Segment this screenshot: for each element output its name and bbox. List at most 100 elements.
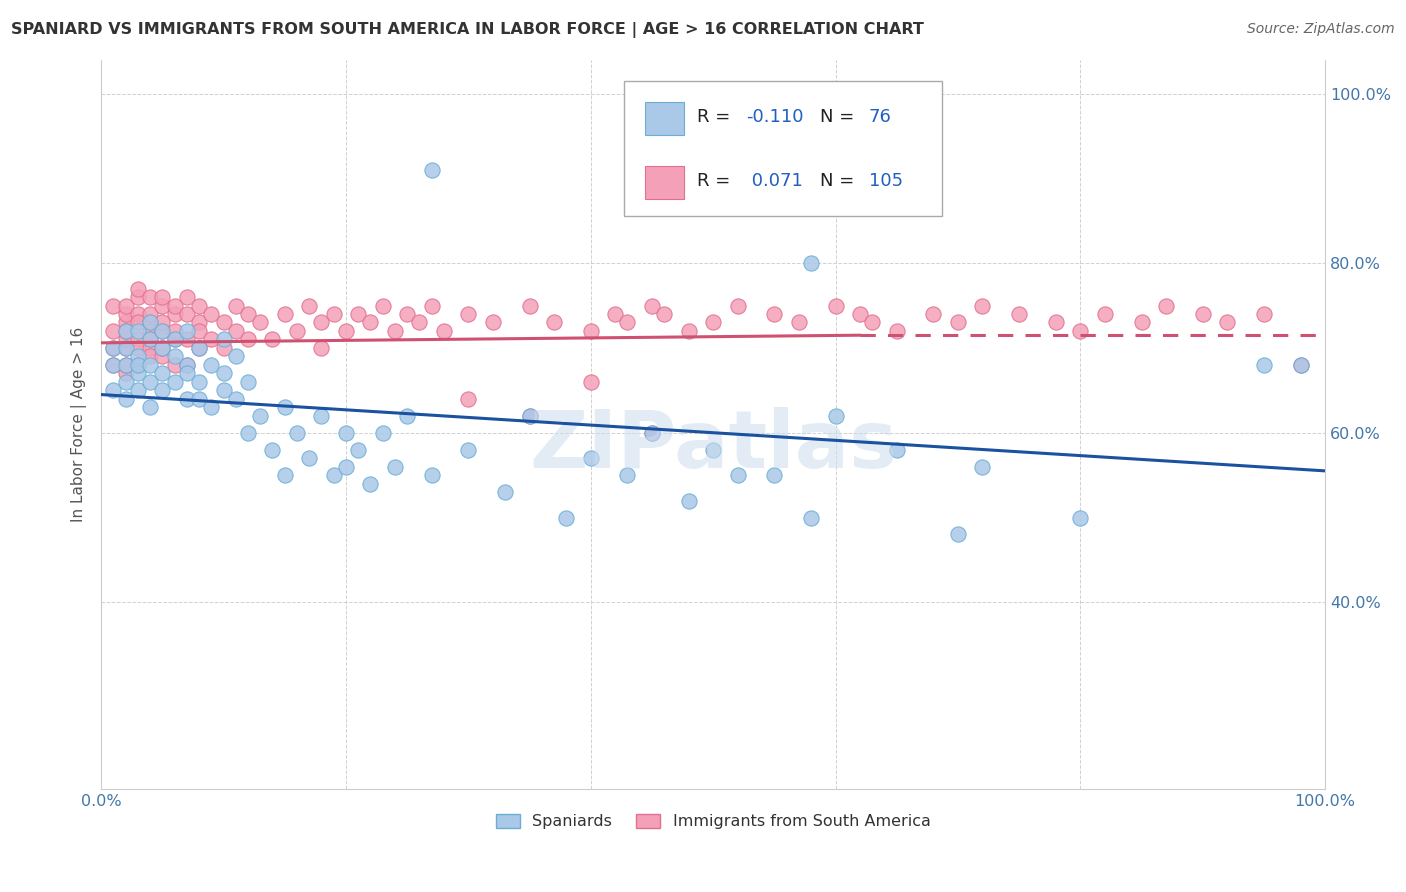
Point	[249, 316, 271, 330]
Point	[163, 299, 186, 313]
Point	[1008, 307, 1031, 321]
Point	[127, 290, 149, 304]
Point	[236, 425, 259, 440]
Point	[285, 324, 308, 338]
Point	[200, 333, 222, 347]
Point	[139, 333, 162, 347]
Text: ZIPatlas: ZIPatlas	[529, 407, 897, 485]
Point	[605, 307, 627, 321]
Point	[176, 333, 198, 347]
Point	[641, 425, 664, 440]
Point	[849, 307, 872, 321]
Point	[285, 425, 308, 440]
Point	[103, 324, 125, 338]
Point	[163, 358, 186, 372]
Point	[1069, 324, 1091, 338]
Point	[1289, 358, 1312, 372]
Point	[139, 358, 162, 372]
Point	[188, 341, 211, 355]
Point	[139, 401, 162, 415]
Point	[519, 409, 541, 423]
Point	[579, 451, 602, 466]
Point	[127, 316, 149, 330]
Point	[274, 468, 297, 483]
Point	[188, 341, 211, 355]
Point	[114, 341, 136, 355]
Point	[212, 384, 235, 398]
Point	[139, 316, 162, 330]
Text: N =: N =	[820, 172, 859, 190]
Point	[249, 409, 271, 423]
Point	[200, 307, 222, 321]
Point	[127, 307, 149, 321]
Point	[176, 358, 198, 372]
Point	[519, 299, 541, 313]
Point	[420, 162, 443, 177]
Point	[298, 451, 321, 466]
Point	[359, 476, 381, 491]
Point	[384, 324, 406, 338]
Point	[114, 333, 136, 347]
Point	[1253, 358, 1275, 372]
Point	[176, 324, 198, 338]
Point	[188, 316, 211, 330]
Point	[163, 333, 186, 347]
Point	[420, 299, 443, 313]
Point	[274, 401, 297, 415]
Point	[371, 425, 394, 440]
Point	[225, 299, 247, 313]
Point	[322, 307, 344, 321]
Point	[396, 307, 419, 321]
Point	[335, 425, 357, 440]
Point	[127, 384, 149, 398]
Point	[274, 307, 297, 321]
Point	[824, 299, 846, 313]
Point	[359, 316, 381, 330]
Point	[150, 384, 173, 398]
Point	[127, 367, 149, 381]
Point	[127, 358, 149, 372]
Point	[103, 341, 125, 355]
Point	[457, 392, 479, 406]
Point	[103, 358, 125, 372]
Point	[652, 307, 675, 321]
Point	[176, 358, 198, 372]
Point	[1253, 307, 1275, 321]
Point	[188, 324, 211, 338]
Point	[139, 324, 162, 338]
Point	[1216, 316, 1239, 330]
Point	[579, 324, 602, 338]
Point	[176, 307, 198, 321]
Point	[200, 401, 222, 415]
Point	[236, 333, 259, 347]
Point	[114, 341, 136, 355]
Point	[457, 442, 479, 457]
Point	[641, 299, 664, 313]
Point	[150, 299, 173, 313]
Point	[188, 299, 211, 313]
Point	[922, 307, 945, 321]
Text: 0.071: 0.071	[747, 172, 803, 190]
Point	[482, 316, 505, 330]
Point	[322, 468, 344, 483]
Point	[616, 316, 638, 330]
Point	[212, 367, 235, 381]
Point	[800, 256, 823, 270]
Point	[176, 392, 198, 406]
Text: R =: R =	[697, 172, 737, 190]
Bar	[644, 103, 683, 136]
Point	[347, 307, 370, 321]
Point	[787, 316, 810, 330]
Point	[555, 510, 578, 524]
Point	[163, 324, 186, 338]
Point	[176, 290, 198, 304]
Point	[763, 307, 786, 321]
Point	[1191, 307, 1213, 321]
Point	[139, 341, 162, 355]
Point	[150, 350, 173, 364]
Point	[114, 307, 136, 321]
Point	[1289, 358, 1312, 372]
Point	[188, 375, 211, 389]
Text: 76: 76	[869, 108, 891, 126]
Point	[139, 333, 162, 347]
